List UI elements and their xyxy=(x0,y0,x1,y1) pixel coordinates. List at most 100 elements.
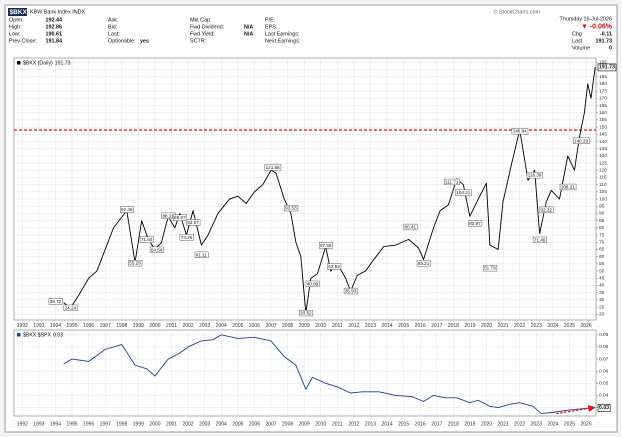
last-value-box xyxy=(597,63,617,72)
x-tick-label: 2004 xyxy=(216,323,227,329)
x-tick-label: 2008 xyxy=(282,421,293,427)
field-label: Fwd Yield: xyxy=(190,31,215,37)
x-tick-label: 2005 xyxy=(232,421,243,427)
y-tick-label: 80 xyxy=(599,225,605,231)
annotation: 83.57 xyxy=(187,220,199,225)
x-tick-label: 2012 xyxy=(348,421,359,427)
y-tick-label: 160 xyxy=(599,110,607,116)
x-tick-label: 2002 xyxy=(183,323,194,329)
x-tick-label: 2015 xyxy=(398,323,409,329)
summary-label: Volume xyxy=(572,45,590,51)
y-tick-label: 50 xyxy=(599,268,605,274)
annotation-box xyxy=(48,298,63,305)
x-tick-label: 2015 xyxy=(398,421,409,427)
symbol-badge xyxy=(8,8,27,16)
y-tick-label: 70 xyxy=(599,240,605,246)
x-tick-label: 2021 xyxy=(498,421,509,427)
x-tick-label: 2009 xyxy=(299,323,310,329)
y-tick-label: 0.09 xyxy=(599,332,609,338)
field-value: N/A xyxy=(244,31,253,37)
last-value-label: 191.73 xyxy=(599,64,615,70)
y-tick-label: 165 xyxy=(599,103,607,109)
x-tick-label: 2007 xyxy=(265,421,276,427)
y-tick-label: 40 xyxy=(599,283,605,289)
annotation-box xyxy=(539,206,554,213)
x-tick-label: 2018 xyxy=(448,421,459,427)
y-tick-label: 150 xyxy=(599,124,607,130)
x-tick-label: 1993 xyxy=(33,323,44,329)
y-tick-label: 175 xyxy=(599,88,607,94)
y-tick-label: 140 xyxy=(599,139,607,145)
y-tick-label: 130 xyxy=(599,153,607,159)
instrument-name: KBW Bank Index INDX xyxy=(30,10,86,16)
annotation: 93.53 xyxy=(285,206,297,211)
x-tick-label: 2014 xyxy=(382,323,393,329)
x-tick-label: 2020 xyxy=(481,323,492,329)
field-label: Next Earnings: xyxy=(265,38,300,44)
y-tick-label: 170 xyxy=(599,96,607,102)
x-tick-label: 1992 xyxy=(17,421,28,427)
annotation: 71.46 xyxy=(534,237,546,242)
x-tick-label: 2018 xyxy=(448,323,459,329)
x-tick-label: 2016 xyxy=(415,421,426,427)
annotation-box xyxy=(179,234,194,241)
plot-area xyxy=(13,329,597,417)
annotation-box xyxy=(186,219,201,226)
field-label: Bid: xyxy=(108,24,117,30)
field-label: Fwd Dividend: xyxy=(190,24,224,30)
last-value-label: 0.03 xyxy=(599,405,609,411)
y-tick-label: 85 xyxy=(599,218,605,224)
y-tick-label: 115 xyxy=(599,175,607,181)
x-tick-label: 1997 xyxy=(100,323,111,329)
annotation: 28.72 xyxy=(50,299,62,304)
y-tick-label: 60 xyxy=(599,254,605,260)
annotation-box xyxy=(573,137,590,144)
legend-swatch xyxy=(17,333,21,337)
annotation-box xyxy=(173,214,188,221)
y-tick-label: 135 xyxy=(599,146,607,152)
x-tick-label: 2016 xyxy=(415,323,426,329)
x-tick-label: 2019 xyxy=(464,421,475,427)
y-tick-label: 0.06 xyxy=(599,368,609,374)
annotation-box xyxy=(526,172,543,179)
annotation: 73.25 xyxy=(181,235,193,240)
x-tick-label: 1994 xyxy=(50,323,61,329)
annotation: 52.93 xyxy=(328,264,340,269)
x-tick-label: 2013 xyxy=(365,323,376,329)
x-tick-label: 2023 xyxy=(531,323,542,329)
annotation-box xyxy=(264,164,282,171)
y-tick-label: 125 xyxy=(599,160,607,166)
x-tick-label: 1995 xyxy=(66,323,77,329)
x-tick-label: 2020 xyxy=(481,421,492,427)
x-tick-label: 1992 xyxy=(17,323,28,329)
x-tick-label: 2022 xyxy=(514,323,525,329)
x-tick-label: 1998 xyxy=(116,421,127,427)
x-tick-label: 2001 xyxy=(166,421,177,427)
summary-label: Chg xyxy=(572,31,582,37)
x-tick-label: 1999 xyxy=(133,323,144,329)
annotation-box xyxy=(511,128,529,135)
y-tick-label: 180 xyxy=(599,81,607,87)
x-tick-label: 2024 xyxy=(547,323,558,329)
x-tick-label: 2005 xyxy=(232,323,243,329)
x-tick-label: 2009 xyxy=(299,421,310,427)
annotation-box xyxy=(483,265,498,272)
plot-area xyxy=(13,57,597,321)
field-label: High: xyxy=(9,24,22,30)
y-tick-label: 105 xyxy=(599,189,607,195)
x-tick-label: 2017 xyxy=(431,421,442,427)
annotation: 64.54 xyxy=(151,247,163,252)
x-tick-label: 2003 xyxy=(199,323,210,329)
field-value: 191.84 xyxy=(46,38,63,44)
field-label: Mkt Cap: xyxy=(190,17,212,23)
annotation-box xyxy=(318,242,333,249)
x-tick-label: 2026 xyxy=(580,323,591,329)
annotation-box xyxy=(299,309,314,317)
x-tick-label: 1996 xyxy=(83,323,94,329)
y-tick-label: 75 xyxy=(599,232,605,238)
field-label: SCTR: xyxy=(190,38,206,44)
y-tick-label: 20 xyxy=(599,312,605,318)
annotation: 108.21 xyxy=(561,184,575,189)
annotation-box xyxy=(559,183,577,191)
annotation: 24.24 xyxy=(65,305,77,310)
